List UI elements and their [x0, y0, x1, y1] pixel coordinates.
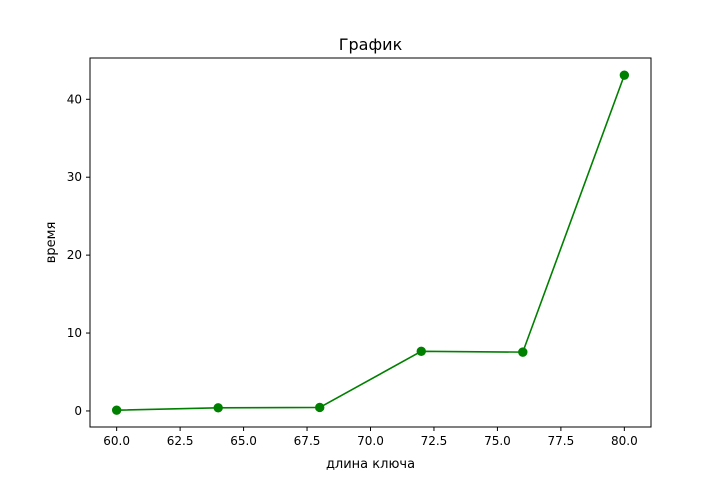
data-point [619, 70, 630, 80]
y-tick-label: 20 [67, 248, 82, 262]
series-line [116, 74, 626, 411]
x-axis-ticks: 60.0 62.5 65.0 67.5 70.0 72.5 75.0 77.5 80.0 [103, 427, 638, 448]
data-point [111, 405, 122, 415]
y-axis-ticks: 0 10 20 30 40 [67, 92, 90, 418]
x-tick-label: 62.5 [167, 434, 194, 448]
data-point [518, 347, 528, 357]
y-axis-label: время [44, 222, 59, 264]
x-tick-label: 80.0 [611, 434, 638, 448]
chart-title: График [339, 35, 403, 54]
x-axis-label: длина ключа [326, 457, 415, 472]
y-tick-label: 0 [74, 404, 82, 418]
x-tick-label: 70.0 [357, 434, 384, 448]
x-tick-label: 77.5 [548, 434, 575, 448]
series-layer [111, 70, 630, 415]
plot-frame [89, 57, 652, 428]
x-tick-label: 75.0 [484, 434, 511, 448]
data-point [315, 402, 325, 413]
data-point [416, 346, 426, 357]
x-tick-label: 72.5 [421, 434, 448, 448]
y-tick-label: 30 [67, 170, 82, 184]
y-tick-label: 10 [67, 326, 82, 340]
plot-area [90, 58, 651, 427]
x-tick-label: 65.0 [230, 434, 257, 448]
y-tick-label: 40 [67, 92, 82, 106]
x-tick-label: 67.5 [294, 434, 321, 448]
data-point [213, 403, 223, 413]
x-tick-label: 60.0 [103, 434, 130, 448]
